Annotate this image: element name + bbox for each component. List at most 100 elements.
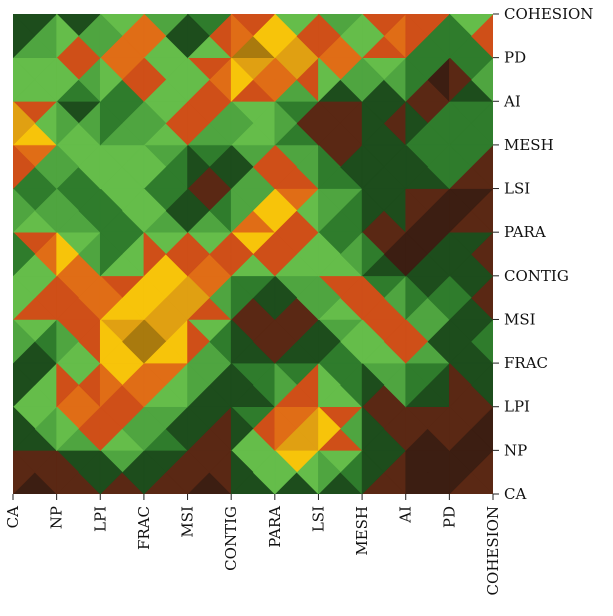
y-tick-label: COHESION: [504, 5, 593, 23]
y-tick-label: FRAC: [504, 354, 548, 372]
x-tick-label: AI: [397, 506, 415, 524]
heatmap-cell-FRAC-FRAC: [143, 318, 167, 364]
heatmap-cell-AI-MESH: [361, 56, 385, 102]
y-tick-label: AI: [503, 92, 521, 110]
heatmap-cell-CA-MSI: [187, 449, 210, 494]
heatmap-cell-NP-MSI: [187, 406, 210, 452]
x-tick-label: CONTIG: [222, 506, 240, 571]
heatmap-cell-CA-FRAC: [143, 449, 167, 494]
heatmap-cell-LSI-CA: [13, 144, 36, 189]
heatmap-cell-PARA-FRAC: [143, 187, 167, 233]
heatmap-cell-MESH-PARA: [274, 100, 298, 146]
heatmap-cell-LPI-FRAC: [143, 362, 167, 408]
heatmap-cell-LPI-NP: [56, 362, 79, 408]
heatmap-cell-MSI-LSI: [318, 275, 341, 321]
heatmap-cell-PARA-AI: [405, 187, 428, 233]
heatmap-cell-CONTIG-PARA: [274, 231, 298, 277]
heatmap-cell-CONTIG-CA: [13, 231, 36, 277]
x-tick-label: FRAC: [135, 506, 153, 550]
heatmap-cell-LPI-AI: [405, 362, 428, 408]
heatmap-cell-LSI-FRAC: [143, 144, 167, 190]
heatmap-cell-NP-MESH: [361, 406, 385, 452]
x-axis: CA NP LPI FRAC MSI CONTIG PARA LSI MESH AI PD COHES…: [4, 494, 502, 595]
heatmap-cell-FRAC-NP: [56, 318, 79, 364]
heatmap-cell-LPI-LPI: [99, 362, 123, 408]
heatmap-cell-MESH-LSI: [318, 100, 341, 146]
heatmap-cell-LSI-PD: [449, 144, 472, 190]
heatmap-cell-PD-CONTIG: [230, 14, 254, 59]
y-tick-label: PD: [504, 49, 526, 67]
heatmap-cell-AI-PD: [449, 56, 472, 102]
heatmap-cell-PD-FRAC: [143, 14, 167, 59]
y-tick-label: NP: [504, 441, 527, 459]
heatmap-cell-AI-PARA: [274, 56, 298, 102]
heatmap-cell-NP-AI: [405, 406, 428, 452]
heatmap-cell-FRAC-CONTIG: [230, 318, 254, 364]
heatmap-cell-PD-LPI: [99, 14, 123, 59]
heatmap-cell-PARA-LSI: [318, 187, 341, 233]
heatmap-cell-CONTIG-LSI: [318, 231, 341, 277]
x-tick-label: MSI: [179, 506, 197, 538]
heatmap-cell-AI-MSI: [187, 56, 210, 102]
heatmap-cell-CA-LSI: [318, 449, 341, 494]
heatmap-cell-CA-LPI: [99, 449, 123, 494]
heatmap-cell-CONTIG-FRAC: [143, 231, 167, 277]
heatmap-cell-PD-AI: [405, 14, 428, 59]
heatmap-cell-MSI-AI: [405, 275, 428, 321]
heatmap-cell-MSI-PD: [449, 275, 472, 321]
x-tick-label: COHESION: [484, 506, 502, 595]
heatmap-cell-PD-PD: [449, 14, 472, 59]
y-tick-label: CONTIG: [504, 267, 569, 285]
heatmap-cell-AI-LPI: [99, 56, 123, 102]
heatmap-cell-LSI-NP: [56, 144, 79, 190]
heatmap-cell-PARA-PD: [449, 187, 472, 233]
heatmap-cell-CONTIG-MESH: [361, 231, 385, 277]
heatmap-cell-MSI-NP: [56, 275, 79, 321]
heatmap-cell-LSI-LPI: [99, 144, 123, 190]
heatmap-cell-AI-FRAC: [143, 56, 167, 102]
heatmap-cell-CONTIG-LPI: [99, 231, 123, 277]
heatmap-cell-FRAC-PARA: [274, 318, 298, 364]
heatmap-cell-MESH-LPI: [99, 100, 123, 146]
heatmap-cell-MESH-AI: [405, 100, 428, 146]
heatmap-cell-AI-AI: [405, 56, 428, 102]
heatmap-cell-PD-MESH: [361, 14, 385, 59]
heatmap-cells: [13, 14, 493, 494]
heatmap-cell-FRAC-MESH: [361, 318, 385, 364]
heatmap-cell-PD-MSI: [187, 14, 210, 59]
x-tick-label: PD: [440, 506, 458, 528]
heatmap-cell-PARA-PARA: [274, 187, 298, 233]
heatmap-cell-AI-CA: [13, 57, 36, 102]
y-axis: CA NP LPI FRAC MSI CONTIG PARA LSI MESH AI PD COHES…: [493, 5, 593, 503]
heatmap-cell-CONTIG-AI: [405, 231, 428, 277]
heatmap-cell-MSI-LPI: [99, 275, 123, 321]
y-tick-label: LSI: [504, 180, 530, 198]
heatmap-cell-MSI-MSI: [187, 275, 210, 321]
heatmap-cell-CONTIG-PD: [449, 231, 472, 277]
heatmap-cell-CA-AI: [405, 449, 428, 494]
heatmap-cell-FRAC-LPI: [99, 318, 123, 364]
x-tick-label: MESH: [353, 506, 371, 556]
heatmap-cell-LPI-PARA: [274, 362, 298, 408]
heatmap-cell-CA-NP: [56, 449, 79, 494]
heatmap-cell-MSI-PARA: [274, 275, 298, 321]
heatmap-cell-NP-CONTIG: [230, 406, 254, 452]
heatmap-cell-PD-PARA: [274, 14, 298, 59]
heatmap-cell-LSI-AI: [405, 144, 428, 190]
heatmap-cell-MSI-FRAC: [143, 275, 167, 321]
heatmap-cell-MESH-FRAC: [143, 100, 167, 146]
heatmap-cell-PD-LSI: [318, 14, 341, 59]
heatmap-cell-LPI-MSI: [187, 362, 210, 408]
x-tick-label: PARA: [266, 506, 284, 548]
heatmap-cell-LPI-CA: [13, 362, 36, 408]
heatmap-cell-NP-CA: [13, 406, 36, 451]
heatmap-cell-FRAC-LSI: [318, 318, 341, 364]
heatmap-cell-MESH-NP: [56, 100, 79, 146]
heatmap-cell-CA-MESH: [361, 449, 385, 494]
x-tick-label: CA: [4, 506, 22, 528]
heatmap-cell-MSI-CONTIG: [230, 275, 254, 321]
x-tick-label: LPI: [91, 506, 109, 532]
heatmap-cell-FRAC-PD: [449, 318, 472, 364]
heatmap-cell-CONTIG-MSI: [187, 231, 210, 277]
